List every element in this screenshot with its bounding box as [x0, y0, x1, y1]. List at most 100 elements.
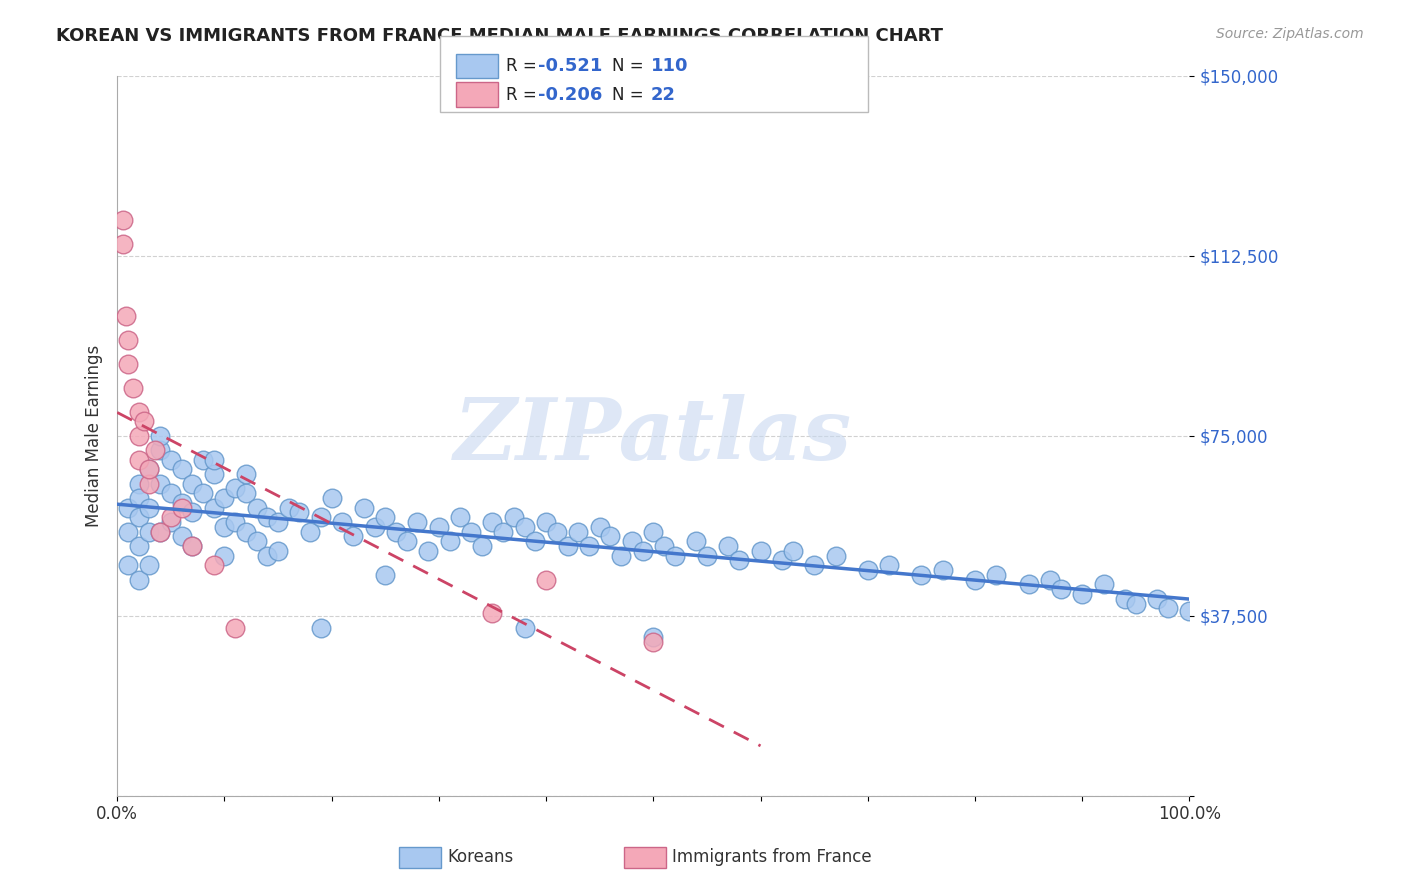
Point	[1146, 591, 1168, 606]
Point	[353, 500, 375, 515]
Point	[932, 563, 955, 577]
Point	[214, 520, 236, 534]
Point	[170, 500, 193, 515]
Point	[321, 491, 343, 505]
Point	[138, 462, 160, 476]
Point	[986, 567, 1008, 582]
Point	[224, 515, 246, 529]
Point	[1114, 591, 1136, 606]
Point	[330, 515, 353, 529]
Y-axis label: Median Male Earnings: Median Male Earnings	[86, 344, 103, 527]
Point	[589, 520, 612, 534]
Point	[963, 573, 986, 587]
Text: R =: R =	[506, 86, 543, 103]
Point	[643, 635, 665, 649]
Point	[610, 549, 633, 563]
Point	[224, 482, 246, 496]
Text: ZIPatlas: ZIPatlas	[454, 394, 852, 477]
Point	[534, 573, 557, 587]
Point	[1071, 587, 1094, 601]
Point	[170, 529, 193, 543]
Text: Koreans: Koreans	[447, 848, 513, 866]
Point	[245, 500, 267, 515]
Point	[202, 467, 225, 481]
Point	[749, 544, 772, 558]
Point	[267, 515, 290, 529]
Point	[122, 381, 145, 395]
Point	[117, 558, 139, 573]
Point	[159, 486, 181, 500]
Point	[191, 452, 214, 467]
Point	[717, 539, 740, 553]
Point	[128, 476, 150, 491]
Text: -0.206: -0.206	[538, 86, 603, 103]
Text: Immigrants from France: Immigrants from France	[672, 848, 872, 866]
Point	[128, 573, 150, 587]
Text: 110: 110	[651, 57, 689, 75]
Point	[395, 534, 418, 549]
Point	[202, 500, 225, 515]
Point	[567, 524, 589, 539]
Point	[309, 510, 332, 524]
Point	[374, 510, 396, 524]
Point	[111, 212, 134, 227]
Point	[471, 539, 494, 553]
Point	[374, 567, 396, 582]
Text: Source: ZipAtlas.com: Source: ZipAtlas.com	[1216, 27, 1364, 41]
Point	[803, 558, 825, 573]
Point	[128, 510, 150, 524]
Point	[181, 476, 204, 491]
Point	[138, 500, 160, 515]
Point	[877, 558, 900, 573]
Point	[181, 539, 204, 553]
Point	[132, 414, 155, 428]
Point	[149, 476, 172, 491]
Point	[117, 357, 139, 371]
Point	[643, 524, 665, 539]
Point	[143, 443, 166, 458]
Point	[277, 500, 299, 515]
Point	[696, 549, 718, 563]
Point	[406, 515, 429, 529]
Point	[418, 544, 440, 558]
Point	[181, 539, 204, 553]
Point	[128, 491, 150, 505]
Point	[128, 452, 150, 467]
Point	[245, 534, 267, 549]
Point	[449, 510, 471, 524]
Point	[149, 524, 172, 539]
Point	[513, 520, 536, 534]
Point	[363, 520, 385, 534]
Point	[128, 539, 150, 553]
Point	[138, 476, 160, 491]
Point	[910, 567, 932, 582]
Point	[1018, 577, 1040, 591]
Point	[170, 496, 193, 510]
Point	[256, 549, 278, 563]
Point	[159, 515, 181, 529]
Point	[170, 462, 193, 476]
Point	[138, 558, 160, 573]
Point	[149, 428, 172, 442]
Point	[138, 524, 160, 539]
Point	[599, 529, 621, 543]
Point	[728, 553, 751, 567]
Point	[824, 549, 846, 563]
Text: -0.521: -0.521	[538, 57, 603, 75]
Point	[235, 486, 257, 500]
Point	[235, 524, 257, 539]
Point	[481, 515, 503, 529]
Text: N =: N =	[612, 57, 648, 75]
Point	[1049, 582, 1071, 597]
Point	[309, 621, 332, 635]
Point	[643, 630, 665, 644]
Point	[439, 534, 461, 549]
Point	[138, 462, 160, 476]
Point	[546, 524, 568, 539]
Point	[128, 428, 150, 442]
Point	[782, 544, 804, 558]
Point	[267, 544, 290, 558]
Point	[1178, 604, 1201, 618]
Point	[202, 452, 225, 467]
Point	[288, 506, 311, 520]
